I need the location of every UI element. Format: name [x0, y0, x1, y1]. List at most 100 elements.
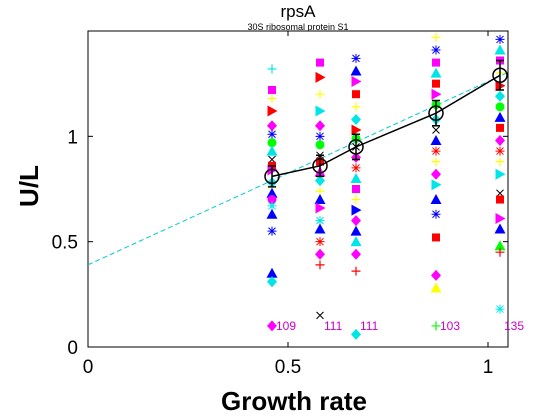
scatter-point [351, 163, 361, 173]
scatter-point [351, 215, 361, 227]
scatter-point [432, 79, 440, 88]
scatter-point [315, 89, 325, 99]
scatter-point [495, 304, 505, 314]
scatter-point [267, 195, 277, 205]
y-tick-label: 0 [67, 338, 78, 359]
scatter-point [351, 248, 361, 260]
scatter-point [314, 223, 326, 234]
scatter-point [267, 138, 277, 148]
mean-point [264, 168, 280, 185]
x-axis-label: Growth rate [221, 386, 367, 416]
mean-point [312, 158, 328, 174]
scatter-point [351, 328, 361, 340]
scatter-point [431, 45, 441, 55]
mean-error-bar [496, 59, 504, 91]
mean-point [492, 67, 508, 83]
sample-count-label: 135 [504, 319, 524, 333]
scatter-point [430, 67, 442, 78]
scatter-point [267, 64, 277, 74]
scatter-point [351, 204, 362, 216]
scatter-point [315, 140, 325, 150]
scatter-point [315, 248, 325, 260]
mean-point [348, 139, 364, 155]
chart-subtitle: 30S ribosomal protein S1 [247, 22, 348, 32]
scatter-point [267, 105, 278, 117]
scatter-point [351, 124, 362, 136]
mean-error-bar [432, 99, 440, 127]
scatter-point [350, 236, 362, 247]
scatter-point [496, 123, 504, 132]
scatter-point [431, 32, 441, 42]
scatter-point [495, 102, 505, 112]
scatter-point [351, 102, 361, 112]
scatter-point [266, 145, 278, 156]
scatter-point [495, 212, 506, 224]
scatter-point [314, 194, 326, 205]
scatter-point [267, 320, 277, 332]
scatter-point [315, 71, 326, 83]
scatter-point [494, 223, 506, 234]
scatter-point [315, 237, 325, 247]
scatter-point [496, 195, 504, 204]
scatter-point [431, 168, 441, 180]
scatter-point [315, 202, 326, 214]
scatter-point [352, 185, 360, 193]
x-tick-label: 1 [483, 357, 494, 378]
scatter-point [267, 129, 277, 139]
scatter-point [494, 240, 506, 251]
scatter-point [495, 247, 505, 257]
scatter-point [315, 105, 326, 117]
scatter-point [432, 233, 440, 242]
scatter-point [431, 146, 441, 156]
scatter-point [352, 90, 360, 99]
scatter-point [432, 58, 440, 67]
scatter-point [431, 209, 441, 219]
scatter-point [430, 194, 442, 205]
scatter-point [316, 58, 324, 67]
y-axis-label: U/L [14, 165, 44, 207]
scatter-point [430, 135, 442, 146]
scatter-point [495, 168, 506, 180]
y-tick-label: 0.5 [52, 233, 78, 254]
scatter-point [266, 187, 278, 198]
scatter-point [267, 93, 277, 103]
scatter-point [266, 208, 278, 219]
scatter-point [267, 226, 277, 236]
scatter-point [351, 266, 361, 276]
scatter-point [267, 276, 277, 288]
scatter-point [350, 225, 362, 236]
scatter-point [350, 172, 362, 183]
scatter-point [267, 201, 277, 211]
scatter-point [495, 34, 505, 44]
sample-count-label: 111 [324, 319, 343, 333]
scatter-point [495, 135, 505, 147]
chart-title: rpsA [281, 2, 317, 21]
scatter-point [351, 113, 361, 125]
scatter-point [494, 111, 506, 122]
scatter-point [266, 267, 278, 278]
scatter-point [315, 175, 325, 187]
scatter-point [431, 157, 441, 167]
y-tick-label: 1 [67, 127, 78, 148]
sample-count-label: 103 [440, 319, 460, 333]
scatter-point [495, 146, 505, 156]
scatter-point [268, 85, 276, 94]
x-tick-label: 0.5 [275, 357, 301, 378]
scatter-point [351, 53, 361, 63]
mean-error-bar [352, 133, 360, 161]
scatter-point [350, 65, 362, 76]
plot-marks: 0 0.5 1 0 0.5 1 109 111 111 103 135 [52, 31, 524, 378]
mean-point [428, 105, 444, 121]
sample-count-label: 111 [360, 319, 379, 333]
scatter-point [315, 120, 325, 132]
scatter-point [315, 131, 325, 141]
scatter-point [316, 311, 324, 320]
sample-count-label: 109 [276, 319, 296, 333]
scatter-point [431, 179, 442, 191]
scatter-point [495, 157, 505, 167]
scatter-point [431, 88, 442, 100]
x-tick-label: 0 [83, 357, 94, 378]
plot-area [87, 30, 509, 348]
scatter-point [315, 216, 325, 226]
